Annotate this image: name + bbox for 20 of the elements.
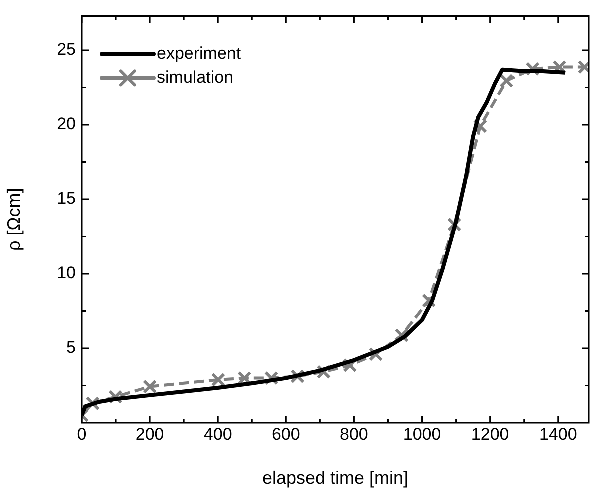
- x-tick-label: 800: [340, 424, 368, 444]
- y-tick-label: 15: [57, 189, 76, 208]
- x-axis-title: elapsed time [min]: [262, 468, 409, 488]
- x-tick-label: 0: [77, 424, 87, 444]
- x-tick-label: 1000: [403, 424, 442, 444]
- x-tick-label: 600: [272, 424, 300, 444]
- legend-label: experiment: [157, 44, 242, 63]
- y-tick-label: 5: [66, 338, 76, 358]
- x-tick-label: 400: [204, 424, 232, 444]
- x-tick-label: 1400: [539, 424, 578, 444]
- point: [211, 372, 226, 388]
- y-axis-title: ρ [Ωcm]: [4, 188, 24, 251]
- y-tick-label: 20: [57, 114, 76, 134]
- y-tick-label: 10: [57, 264, 76, 283]
- x-tick-label: 1200: [471, 424, 510, 444]
- point: [500, 74, 514, 88]
- x-tick-label: 200: [136, 424, 164, 444]
- legend-label: simulation: [157, 68, 234, 87]
- y-tick-label: 25: [57, 40, 76, 60]
- point: [142, 380, 158, 394]
